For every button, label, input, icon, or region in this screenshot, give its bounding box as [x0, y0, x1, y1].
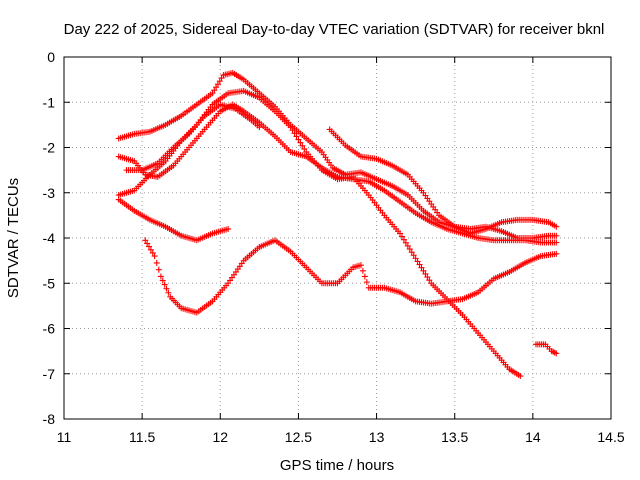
data-point	[289, 127, 296, 134]
data-point	[291, 130, 298, 137]
series-arc8	[532, 341, 560, 357]
data-point	[218, 75, 225, 82]
data-point	[157, 273, 164, 280]
data-point	[216, 78, 223, 85]
y-tick-label: -2	[43, 140, 56, 156]
data-point	[406, 246, 413, 253]
data-point	[553, 232, 560, 239]
y-tick-label: -7	[43, 366, 56, 382]
data-point	[144, 240, 151, 247]
data-point	[301, 145, 308, 152]
data-point	[256, 124, 263, 131]
x-tick-label: 13	[369, 429, 385, 445]
data-point	[553, 223, 560, 230]
data-point	[209, 90, 216, 97]
x-tick-label: 12	[212, 429, 228, 445]
x-tick-label: 11.5	[129, 429, 155, 445]
data-point	[297, 139, 304, 146]
x-tick-label: 11	[57, 429, 72, 445]
data-point	[361, 273, 368, 280]
y-tick-label: -4	[43, 230, 56, 246]
y-tick-label: -3	[43, 185, 56, 201]
series-arc1	[115, 69, 560, 241]
data-points	[115, 69, 560, 380]
data-point	[153, 259, 160, 266]
x-tick-label: 13.5	[441, 429, 468, 445]
x-tick-label: 14	[525, 429, 541, 445]
data-point	[161, 281, 168, 288]
data-point	[295, 136, 302, 143]
axis-ticks: 11 11.5 12 12.5 13 13.5 14 14.5 0 -1 -2 -3 -4 -5 -6 -7 -…	[43, 49, 625, 445]
y-tick-label: 0	[47, 49, 55, 65]
data-point	[357, 262, 364, 269]
series-arc7	[326, 126, 560, 237]
data-point	[400, 236, 407, 243]
data-point	[426, 277, 433, 284]
data-point	[287, 124, 294, 131]
data-point	[155, 266, 162, 273]
series-arc3	[123, 101, 263, 174]
series-arc2	[115, 101, 560, 246]
data-point	[225, 225, 232, 232]
x-tick-label: 12.5	[285, 429, 312, 445]
data-point	[359, 267, 366, 274]
data-point	[402, 239, 409, 246]
y-tick-label: -1	[43, 94, 56, 110]
data-point	[163, 285, 170, 292]
data-point	[397, 230, 404, 237]
data-point	[165, 289, 172, 296]
series-arc6	[142, 237, 560, 316]
data-point	[517, 373, 524, 380]
data-point	[553, 250, 560, 257]
data-point	[146, 243, 153, 250]
data-point	[404, 242, 411, 249]
data-point	[299, 142, 306, 149]
data-point	[414, 258, 421, 265]
data-point	[363, 279, 370, 286]
y-tick-label: -8	[43, 411, 56, 427]
series-arc5	[115, 196, 232, 244]
data-point	[553, 350, 560, 357]
data-point	[151, 253, 158, 260]
data-point	[420, 267, 427, 274]
chart-title: Day 222 of 2025, Sidereal Day-to-day VTE…	[64, 21, 605, 38]
data-point	[408, 249, 415, 256]
data-point	[424, 274, 431, 281]
data-point	[149, 249, 156, 256]
data-point	[412, 255, 419, 262]
data-point	[553, 239, 560, 246]
data-point	[159, 277, 166, 284]
y-axis-label: SDTVAR / TECUs	[5, 178, 22, 298]
data-point	[213, 84, 220, 91]
data-point	[142, 237, 149, 244]
data-point	[147, 246, 154, 253]
data-point	[410, 252, 417, 259]
data-point	[418, 264, 425, 271]
x-axis-label: GPS time / hours	[280, 457, 394, 474]
data-point	[422, 270, 429, 277]
x-tick-label: 14.5	[597, 429, 624, 445]
y-tick-label: -5	[43, 275, 56, 291]
y-tick-label: -6	[43, 321, 56, 337]
data-point	[398, 233, 405, 240]
data-point	[293, 133, 300, 140]
data-point	[416, 261, 423, 268]
data-point	[214, 81, 221, 88]
series-arc4	[115, 87, 524, 380]
data-point	[211, 87, 218, 94]
